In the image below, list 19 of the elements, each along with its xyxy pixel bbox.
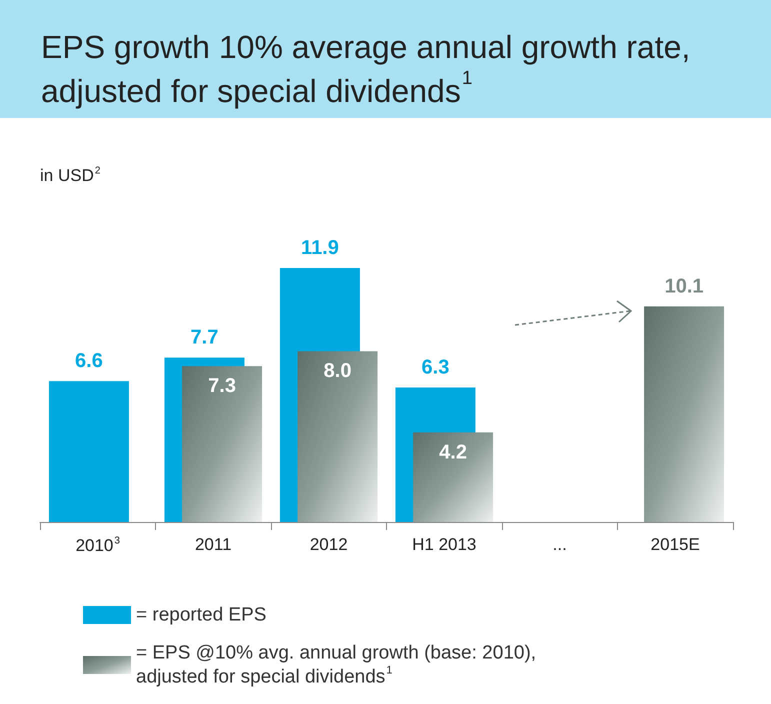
data-label: 4.2 — [439, 441, 467, 464]
x-tick-label: ... — [552, 535, 567, 554]
data-label: 7.7 — [190, 326, 218, 349]
data-label: 7.3 — [208, 375, 236, 398]
data-label: 10.1 — [664, 275, 704, 298]
legend-label: = reported EPS — [136, 604, 266, 626]
x-tick-label: 2011 — [194, 535, 232, 554]
data-label: 8.0 — [324, 360, 352, 382]
x-tick-label: 2012 — [310, 535, 348, 554]
bar — [48, 381, 129, 522]
bar — [298, 351, 378, 522]
data-label: 6.6 — [75, 350, 103, 372]
bar — [182, 366, 262, 522]
x-tick-label: H1 2013 — [412, 535, 476, 554]
data-label: 6.3 — [422, 356, 450, 379]
data-label: 11.9 — [301, 237, 339, 259]
x-tick-label: 2015E — [650, 535, 700, 554]
bar — [644, 306, 724, 522]
bar — [413, 432, 494, 522]
